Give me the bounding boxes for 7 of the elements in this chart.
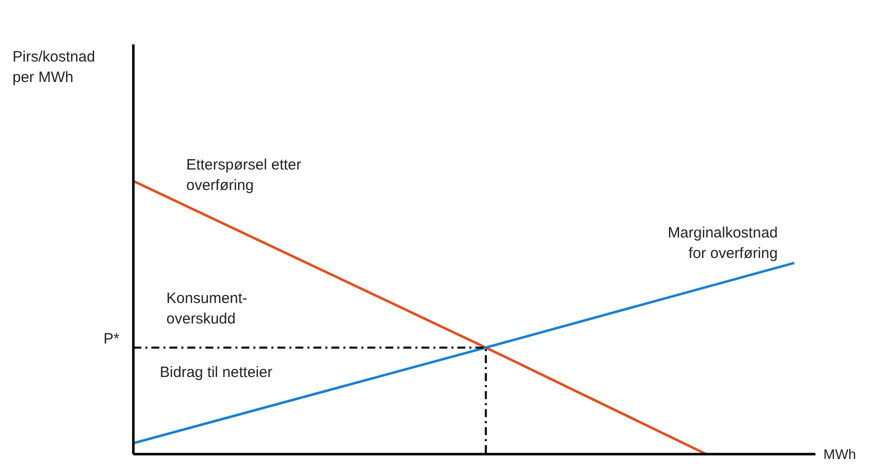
series-label: Etterspørsel etter overføring [186,156,302,194]
ref-line-label: P* [104,330,120,348]
x-axis-title: MWh [823,446,856,462]
series-label: Marginalkostnad for overføring [668,224,778,262]
annotation: Bidrag til netteier [160,364,272,381]
annotation: Konsument- overskudd [166,290,248,328]
text: Pirs/kostnad per MWh [12,48,96,86]
